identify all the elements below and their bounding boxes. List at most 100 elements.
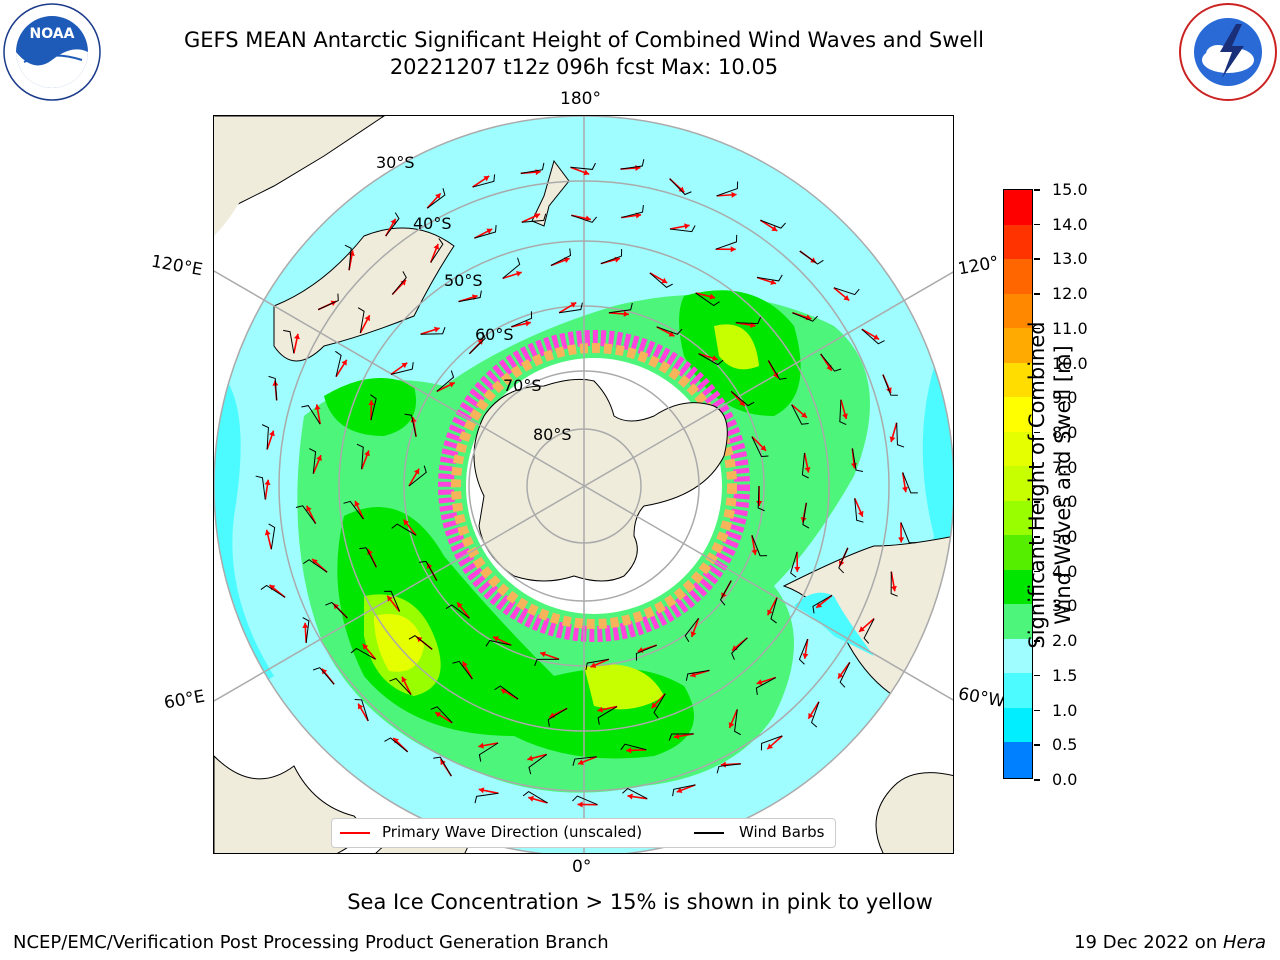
- wave-arrow-head: [627, 793, 633, 800]
- wave-arrow-head: [433, 243, 440, 250]
- wind-barb: [268, 523, 276, 550]
- wave-arrow-head: [448, 382, 455, 388]
- wave-arrow-head: [478, 787, 485, 794]
- wave-arrow-head: [478, 742, 484, 749]
- wind-barbs-legend-line: [694, 832, 724, 834]
- lat-label-40s: 40°S: [413, 214, 452, 233]
- wind-barb: [715, 234, 738, 250]
- lat-label-30s: 30°S: [376, 153, 415, 172]
- wind-barb: [494, 685, 519, 700]
- wave-arrow-head: [306, 505, 312, 512]
- wind-barb: [391, 523, 417, 536]
- wave-arrow-head: [661, 277, 668, 284]
- wave-arrow-head: [534, 213, 541, 219]
- wave-arrow-head: [816, 602, 823, 608]
- wind-barb: [359, 547, 377, 568]
- colorbar-segment: [1004, 190, 1032, 226]
- chart-subtitle-run: 20221207 t12z 096h fcst Max: 10.05: [389, 55, 779, 79]
- wind-barb: [863, 618, 875, 644]
- wave-arrow-head: [756, 500, 763, 506]
- wind-barb: [839, 399, 847, 426]
- nws-logo: [1178, 2, 1278, 102]
- lon-label-60e: 60°E: [162, 686, 207, 714]
- wave-arrow-head: [362, 643, 369, 650]
- wave-arrow-head: [728, 722, 735, 728]
- wave-arrow-head: [493, 636, 499, 642]
- wind-barb: [698, 353, 724, 366]
- footer-date: 19 Dec 2022 on Hera: [1074, 932, 1266, 953]
- wind-barb: [798, 638, 809, 665]
- wave-arrow-head: [341, 359, 347, 366]
- wave-arrow-head: [393, 737, 399, 744]
- wave-arrow-head: [264, 529, 271, 536]
- wave-arrow-head: [434, 326, 440, 333]
- wave-arrow-head: [668, 331, 675, 337]
- land-antarctica: [473, 378, 728, 582]
- wave-arrow-head: [435, 193, 441, 200]
- wind-barb: [433, 756, 452, 777]
- colorbar-segment: [1004, 259, 1032, 295]
- wind-barb: [802, 502, 810, 529]
- wind-barb: [570, 162, 596, 170]
- wind-barb: [426, 188, 446, 209]
- wave-arrow-head: [500, 689, 507, 695]
- wave-arrow-head: [690, 631, 697, 638]
- lon-label-120e: 120°E: [149, 251, 205, 281]
- wave-arrow-head: [403, 519, 410, 526]
- wind-barb: [608, 302, 633, 314]
- wave-arrow-head: [709, 293, 716, 300]
- wave-arrow-head: [676, 787, 683, 794]
- wind-barb: [469, 331, 486, 355]
- wind-barb: [474, 224, 497, 239]
- lat-label-70s: 70°S: [503, 376, 542, 395]
- wave-arrow-head: [902, 486, 909, 493]
- wave-arrow-head: [364, 450, 370, 457]
- wind-barb: [391, 271, 407, 295]
- wind-barb: [571, 214, 598, 223]
- wind-barb: [354, 698, 369, 722]
- colorbar-segment: [1004, 431, 1032, 467]
- wind-barb: [801, 452, 809, 479]
- wave-arrow-head: [889, 436, 896, 442]
- wind-barb: [838, 547, 849, 574]
- wave-arrow-head: [873, 334, 880, 340]
- wind-barb: [792, 312, 818, 322]
- wind-barb: [370, 394, 377, 421]
- wave-arrow-head: [528, 795, 534, 802]
- wave-arrow-head: [294, 333, 300, 340]
- wave-arrow-head: [751, 549, 758, 555]
- wind-barb: [350, 647, 376, 660]
- wave-arrow-head: [583, 169, 590, 176]
- wind-barb: [511, 311, 533, 328]
- wave-arrow-head: [477, 339, 484, 345]
- wind-barb: [669, 178, 692, 196]
- wind-barb: [861, 328, 885, 345]
- wave-arrow-head: [597, 706, 604, 713]
- map-legend: Primary Wave Direction (unscaled) Wind B…: [331, 818, 836, 848]
- wave-arrow-head: [577, 801, 583, 808]
- wave-arrow-head: [354, 500, 360, 507]
- wind-barb: [890, 571, 898, 597]
- sea-ice-note: Sea Ice Concentration > 15% is shown in …: [347, 890, 933, 914]
- wind-barb: [672, 784, 696, 797]
- wind-barb: [790, 551, 798, 578]
- wave-arrow-head: [302, 622, 309, 628]
- wave-arrow-head: [516, 270, 522, 277]
- wind-barb: [295, 505, 317, 524]
- wind-barb: [390, 362, 414, 375]
- wind-barbs-legend-label: Wind Barbs: [739, 823, 825, 841]
- wave-arrow-head: [802, 653, 809, 659]
- wind-barb: [522, 790, 548, 804]
- wave-arrow-head: [316, 455, 322, 461]
- wave-arrow-head: [368, 400, 375, 406]
- wind-barb: [669, 225, 696, 233]
- wave-arrow-head: [525, 320, 531, 327]
- wind-barb: [335, 350, 342, 377]
- wind-barb: [520, 162, 545, 174]
- noaa-logo: NOAA: [2, 2, 102, 102]
- wind-barb: [452, 660, 473, 680]
- wave-arrow-head: [673, 733, 680, 740]
- wind-barb: [767, 360, 787, 380]
- wave-arrow-head: [808, 712, 814, 719]
- wind-barb: [283, 329, 295, 354]
